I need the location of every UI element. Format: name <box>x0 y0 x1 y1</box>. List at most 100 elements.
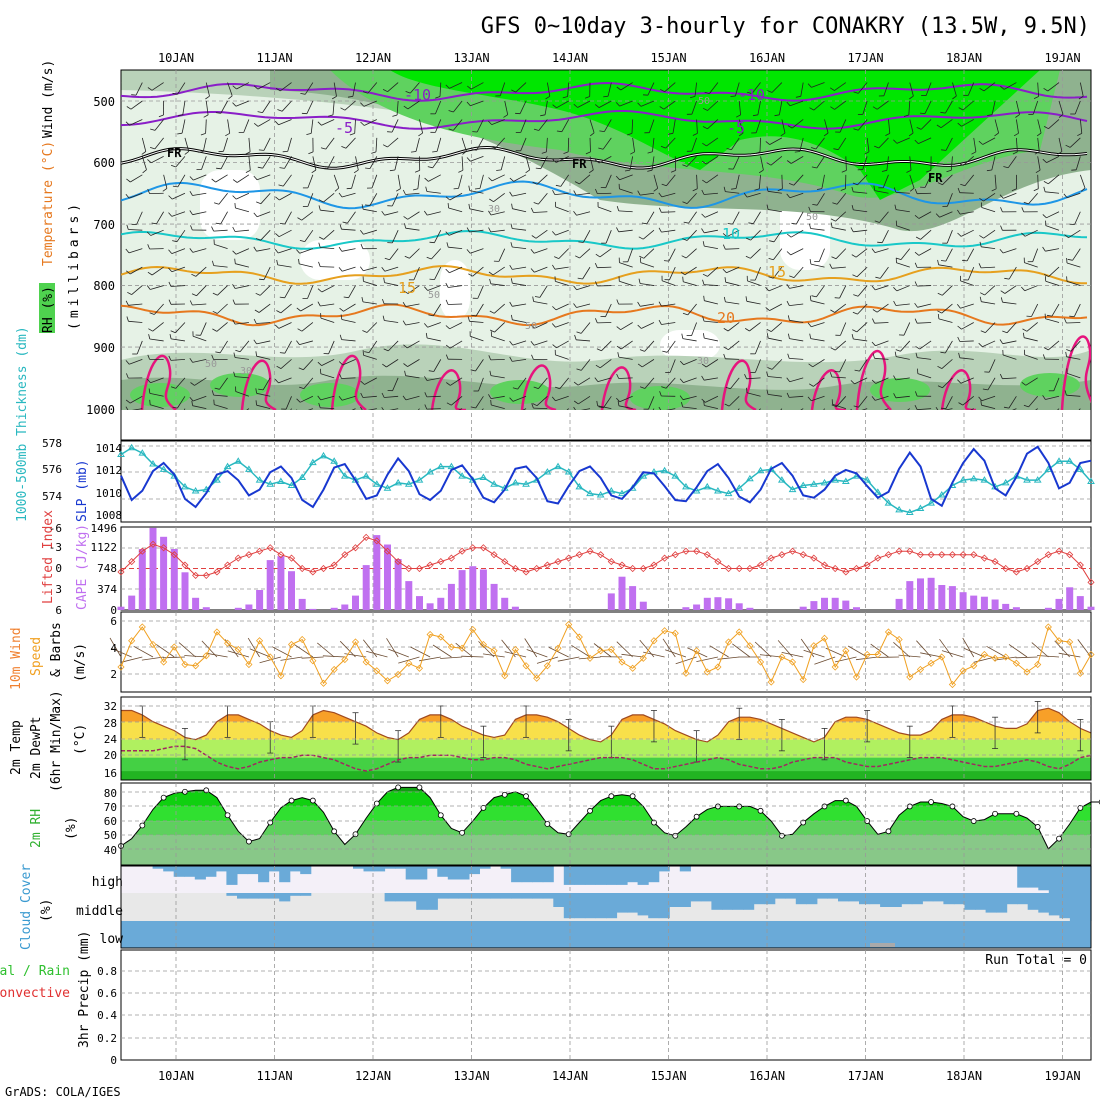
thickness-point <box>1023 476 1031 483</box>
wind-barb <box>213 229 228 232</box>
lifted-point <box>394 558 402 566</box>
cape-bar <box>629 586 637 610</box>
wind-barb-flag <box>410 151 417 153</box>
wind-barb <box>726 229 740 238</box>
wind-barb-flag <box>189 190 193 196</box>
wind-barb-flag <box>780 132 786 137</box>
cloud-bar-middle <box>975 893 987 910</box>
wind-barb-flag <box>919 112 926 114</box>
wind-barb <box>567 82 570 97</box>
wind-barb <box>834 303 847 313</box>
wind-barb-flag <box>232 284 236 289</box>
wind-barb <box>703 320 718 323</box>
wind-barb-flag <box>752 114 758 117</box>
thickness-point <box>724 489 733 497</box>
wind-barb <box>512 303 527 307</box>
wind-barb-10m <box>366 650 388 658</box>
wind-barb-flag <box>488 227 492 233</box>
wind-barb <box>669 266 676 280</box>
cloud-bar-middle <box>584 893 596 919</box>
wind-barb <box>1058 100 1064 115</box>
wind-barb <box>555 229 569 236</box>
wind-barb <box>219 377 228 390</box>
wind-barb-10m <box>388 648 409 658</box>
wind-barb-flag <box>300 93 306 95</box>
wind-barb <box>214 404 228 409</box>
wind-barb-flag <box>255 292 261 296</box>
wind-barb-10m <box>156 644 175 658</box>
wind-speed-point <box>1044 623 1052 631</box>
wind-barb <box>641 322 655 329</box>
wind-barb <box>640 192 655 196</box>
wind-barb-flag <box>999 339 1004 344</box>
wind-barb <box>1037 174 1039 189</box>
wind-barb <box>577 377 591 386</box>
cape-bar <box>1044 607 1052 610</box>
wind-barb-flag <box>789 275 795 278</box>
ylabel-cloud-unit: (%) <box>39 899 54 922</box>
wind-barb <box>323 229 335 240</box>
wind-barb-flag <box>701 228 705 234</box>
wind-barb <box>121 156 122 158</box>
wind-barb <box>839 119 847 133</box>
wind-barb-flag <box>402 395 407 401</box>
wind-barb-flag <box>956 304 961 309</box>
wind-barb <box>136 340 143 355</box>
wind-barb-10m <box>1077 639 1092 658</box>
wind-barb-flag <box>274 120 279 126</box>
wind-barb-10m <box>504 651 527 658</box>
wind-barb-flag <box>915 391 918 397</box>
wind-barb <box>759 137 761 152</box>
wind-barb <box>857 119 868 131</box>
wind-barb-flag <box>894 351 897 357</box>
wind-barb <box>341 377 356 379</box>
cape-bar <box>490 583 498 610</box>
wind-barb-flag <box>213 202 220 205</box>
rh-tick-50: 50 <box>104 829 117 842</box>
lifted-point <box>959 551 967 559</box>
thickness-slp-frame <box>120 440 1092 523</box>
cloud-level-low: low <box>100 932 124 947</box>
wind-barb-flag <box>914 262 918 268</box>
wind-barb-flag <box>765 287 770 292</box>
wind-barb <box>918 137 932 144</box>
wind-barb-flag <box>767 367 773 370</box>
wind-barb-flag <box>554 256 559 259</box>
wind-barb-flag <box>347 95 353 98</box>
contour-label-10: 10 <box>722 225 740 243</box>
wind-barb <box>1037 137 1040 152</box>
wind-barb <box>874 322 889 324</box>
thickness-point <box>682 482 690 490</box>
wind-barb <box>589 156 594 171</box>
slp-tick-1012: 1012 <box>96 464 123 477</box>
wind-barb <box>900 248 911 260</box>
rh-point <box>949 803 956 810</box>
wind-barb-flag <box>424 286 428 291</box>
wind-barb-flag <box>937 182 943 186</box>
wind-barb-flag <box>1078 95 1084 100</box>
contour-label-fr-b: FR <box>572 157 587 171</box>
wind-barb <box>284 285 292 298</box>
wind-barb <box>257 119 271 127</box>
wind-speed-point <box>607 645 615 654</box>
wind-barb-flag <box>1033 96 1039 99</box>
wind-barb <box>555 303 569 311</box>
wind-barb <box>533 211 548 213</box>
wind-barb-flag <box>126 178 131 183</box>
wind-barb <box>307 174 314 189</box>
wind-barb <box>896 137 910 144</box>
cape-bar <box>330 607 338 610</box>
temp-tick-20: 20 <box>104 749 117 762</box>
cloud-bar-high <box>426 866 438 869</box>
li-tick-m3: -3 <box>49 541 62 554</box>
wind-barb-flag <box>445 196 451 201</box>
wind-barb-10m <box>898 654 921 658</box>
wind-barb <box>239 340 250 353</box>
wind-barb-flag <box>885 133 890 136</box>
wind-barb-flag <box>232 179 238 183</box>
rh-tick-40: 40 <box>104 844 117 857</box>
wind-barb <box>220 156 228 169</box>
wind-barb <box>738 119 744 134</box>
wind-barb <box>1026 322 1038 332</box>
wind-barb <box>1068 229 1081 239</box>
